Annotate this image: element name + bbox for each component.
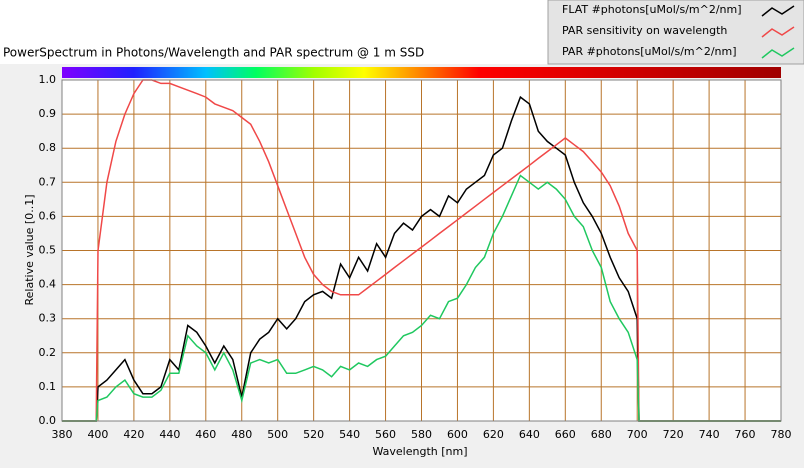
x-tick-label: 520: [303, 428, 324, 441]
x-tick-label: 720: [663, 428, 684, 441]
x-tick-label: 420: [123, 428, 144, 441]
y-tick-label: 0.8: [39, 141, 57, 154]
x-tick-label: 780: [771, 428, 792, 441]
x-tick-label: 460: [195, 428, 216, 441]
y-axis-label: Relative value [0..1]: [23, 195, 36, 306]
series-line: [62, 174, 781, 422]
legend-label: PAR #photons[uMol/s/m^2/nm]: [562, 45, 737, 58]
x-tick-label: 440: [159, 428, 180, 441]
legend-label: FLAT #photons[uMol/s/m^2/nm]: [562, 3, 742, 16]
x-tick-label: 640: [519, 428, 540, 441]
y-tick-label: 0.1: [39, 380, 57, 393]
x-tick-label: 600: [447, 428, 468, 441]
chart-title: PowerSpectrum in Photons/Wavelength and …: [3, 46, 424, 60]
x-tick-label: 540: [339, 428, 360, 441]
series-line: [62, 79, 781, 422]
y-tick-label: 0.5: [39, 244, 57, 257]
spectrum-bar: [62, 67, 781, 78]
x-tick-label: 700: [627, 428, 648, 441]
y-tick-label: 0.7: [39, 175, 57, 188]
y-tick-label: 0.4: [39, 278, 57, 291]
legend-swatch: [761, 5, 795, 17]
y-tick-label: 0.9: [39, 107, 57, 120]
x-axis-label: Wavelength [nm]: [372, 445, 467, 458]
x-tick-label: 660: [555, 428, 576, 441]
x-tick-label: 400: [87, 428, 108, 441]
legend-swatch: [761, 47, 795, 59]
x-tick-label: 380: [52, 428, 73, 441]
x-tick-label: 480: [231, 428, 252, 441]
legend-swatch: [761, 26, 795, 38]
y-tick-label: 0.0: [39, 414, 57, 427]
x-tick-label: 580: [411, 428, 432, 441]
x-tick-label: 560: [375, 428, 396, 441]
series-line: [62, 95, 781, 422]
x-tick-label: 760: [735, 428, 756, 441]
x-tick-label: 620: [483, 428, 504, 441]
y-tick-label: 1.0: [39, 73, 57, 86]
x-tick-label: 500: [267, 428, 288, 441]
title-band: [0, 0, 548, 64]
plot-frame: [61, 79, 782, 422]
legend-box: [547, 0, 804, 65]
legend-label: PAR sensitivity on wavelength: [562, 24, 727, 37]
y-tick-label: 0.6: [39, 209, 57, 222]
y-tick-label: 0.2: [39, 346, 57, 359]
x-tick-label: 740: [699, 428, 720, 441]
y-tick-label: 0.3: [39, 312, 57, 325]
x-tick-label: 680: [591, 428, 612, 441]
